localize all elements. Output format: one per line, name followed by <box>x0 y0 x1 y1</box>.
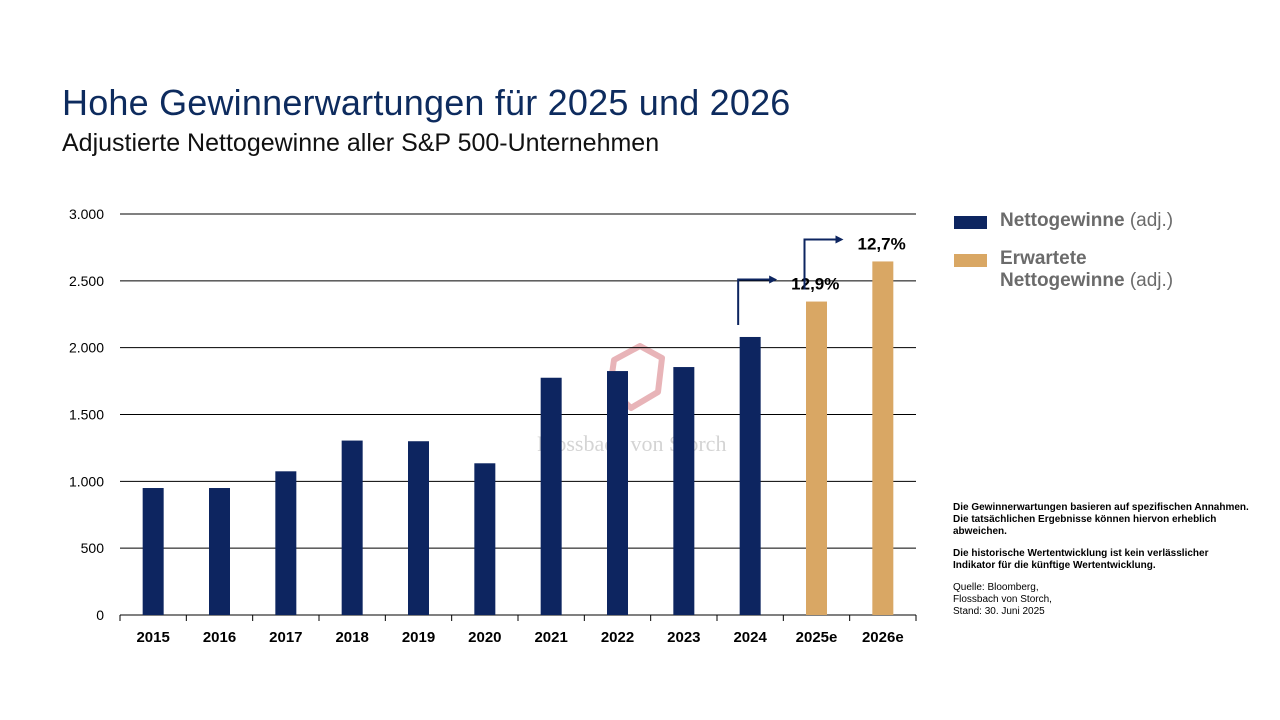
legend-label-nettogewinne: Nettogewinne <box>1000 210 1125 231</box>
x-tick-label-2022: 2022 <box>601 629 634 646</box>
y-tick-label-2000: 2.000 <box>69 340 104 356</box>
page-subtitle: Adjustierte Nettogewinne aller S&P 500-U… <box>62 129 660 157</box>
x-tick-label-2023: 2023 <box>667 629 700 646</box>
x-tick-label-2019: 2019 <box>402 629 435 646</box>
bar-2019 <box>408 441 429 615</box>
growth-label-0: 12,9% <box>791 275 839 294</box>
y-tick-label-0: 0 <box>96 607 104 623</box>
chart-legend: Nettogewinne (adj.) Erwartete Nettogewin… <box>952 210 1262 308</box>
growth-arrow-1 <box>803 235 844 290</box>
source-line-3: Stand: 30. Juni 2025 <box>953 606 1045 617</box>
legend-label-erwartete: Erwartete Nettogewinne <box>1000 248 1125 291</box>
history-note: Die historische Wertentwicklung ist kein… <box>953 548 1209 571</box>
footnotes: Die Gewinnerwartungen basieren auf spezi… <box>953 502 1253 618</box>
bar-2024 <box>739 336 761 615</box>
x-tick-label-2020: 2020 <box>468 629 501 646</box>
bar-chart: 0 500 1.000 1.500 2.000 2.500 3.000 2015 2016 201… <box>69 206 917 646</box>
legend-suffix-nettogewinne: (adj.) <box>1129 210 1174 231</box>
source-line-2: Flossbach von Storch, <box>953 594 1052 605</box>
y-tick-label-3000: 3.000 <box>69 206 104 222</box>
legend-suffix-erwartete: (adj.) <box>1129 270 1174 291</box>
growth-label-1: 12,7% <box>858 234 906 253</box>
page-title: Hohe Gewinnerwartungen für 2025 und 2026 <box>62 82 791 123</box>
legend-swatch-nettogewinne <box>954 216 987 229</box>
x-tick-label-2015: 2015 <box>136 629 169 646</box>
bar-2015 <box>142 488 164 615</box>
x-tick-label-2025e: 2025e <box>796 629 838 646</box>
x-tick-label-2021: 2021 <box>534 629 567 646</box>
x-tick-label-2018: 2018 <box>335 629 368 646</box>
x-tick-label-2017: 2017 <box>269 629 302 646</box>
bar-2017 <box>275 471 297 615</box>
bar-2018 <box>341 440 363 615</box>
bar-2025e-expected <box>806 301 827 615</box>
disclaimer-note: Die Gewinnerwartungen basieren auf spezi… <box>953 502 1249 537</box>
x-tick-label-2026e: 2026e <box>862 629 904 646</box>
y-tick-label-500: 500 <box>81 540 105 556</box>
bar-2016 <box>209 488 230 615</box>
bar-2026e-expected <box>872 261 894 615</box>
x-tick-label-2016: 2016 <box>203 629 236 646</box>
bar-2021 <box>540 377 562 615</box>
source-note: Quelle: Bloomberg, Flossbach von Storch,… <box>953 582 1253 618</box>
bar-2020 <box>474 463 496 615</box>
bar-2022 <box>607 371 628 615</box>
legend-swatch-erwartete <box>954 254 987 267</box>
source-line-1: Quelle: Bloomberg, <box>953 582 1039 593</box>
y-tick-label-1500: 1.500 <box>69 407 104 423</box>
legend-item-erwartete-nettogewinne: Erwartete Nettogewinne (adj.) <box>952 248 1262 292</box>
y-tick-label-2500: 2.500 <box>69 273 104 289</box>
x-tick-label-2024: 2024 <box>733 629 767 646</box>
bar-2023 <box>673 367 695 615</box>
y-tick-label-1000: 1.000 <box>69 473 104 489</box>
legend-item-nettogewinne: Nettogewinne (adj.) <box>952 210 1262 232</box>
growth-arrow-0 <box>737 275 778 325</box>
